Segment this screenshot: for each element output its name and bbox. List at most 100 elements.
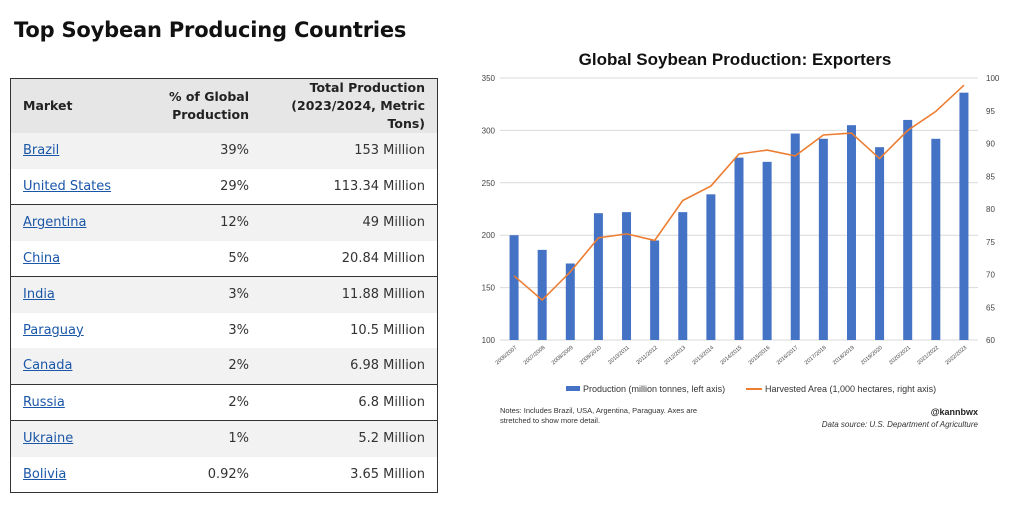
share-cell: 1% (147, 420, 261, 457)
header-share: % of Global Production (147, 79, 261, 133)
production-bar (593, 213, 603, 340)
chart-legend: Production (million tonnes, left axis) H… (566, 384, 936, 394)
legend-label-area: Harvested Area (1,000 hectares, right ax… (765, 384, 936, 394)
x-tick-label: 2011/2012 (635, 345, 658, 366)
share-cell: 0.92% (147, 456, 261, 492)
x-tick-label: 2022/2023 (944, 345, 968, 366)
production-bar (790, 133, 800, 340)
total-cell: 11.88 Million (261, 276, 437, 313)
left-tick-label: 150 (482, 284, 496, 293)
header-share-line2: Production (172, 107, 249, 122)
total-cell: 49 Million (261, 204, 437, 241)
x-tick-label: 2021/2022 (916, 345, 940, 366)
total-cell: 113.34 Million (261, 168, 437, 205)
production-bar (678, 212, 688, 340)
right-tick-label: 75 (986, 238, 995, 247)
production-bar (931, 138, 941, 340)
table-row: Argentina 12% 49 Million (11, 204, 437, 241)
x-tick-label: 2015/2016 (748, 345, 772, 366)
share-cell: 29% (147, 168, 261, 205)
table-row: Russia 2% 6.8 Million (11, 384, 437, 421)
x-tick-label: 2019/2020 (860, 345, 884, 366)
market-link-ukraine[interactable]: Ukraine (23, 431, 74, 447)
total-cell: 6.98 Million (261, 348, 437, 385)
header-total: Total Production (2023/2024, Metric Tons… (261, 79, 437, 133)
table-row: China 5% 20.84 Million (11, 240, 437, 277)
right-tick-label: 95 (986, 107, 995, 116)
share-cell: 3% (147, 276, 261, 313)
left-tick-label: 350 (482, 74, 496, 83)
right-axis-ticks: 60 65 70 75 80 85 90 95 100 (986, 74, 1000, 345)
left-axis-ticks: 100 150 200 250 300 350 (482, 74, 496, 345)
table-header-row: Market % of Global Production Total Prod… (11, 79, 437, 133)
notes-line1: Notes: Includes Brazil, USA, Argentina, … (500, 406, 697, 415)
production-bar (818, 138, 828, 340)
share-cell: 3% (147, 312, 261, 348)
page-title: Top Soybean Producing Countries (14, 18, 407, 42)
x-tick-label: 2006/2007 (495, 345, 519, 366)
production-bar (846, 125, 856, 340)
notes-line2: stretched to show more detail. (500, 416, 600, 425)
market-link-china[interactable]: China (23, 250, 61, 266)
table-row: United States 29% 113.34 Million (11, 168, 437, 205)
chart-source: Data source: U.S. Department of Agricult… (822, 420, 979, 429)
left-tick-label: 200 (482, 231, 496, 240)
production-bar (875, 147, 885, 340)
total-cell: 10.5 Million (261, 312, 437, 348)
x-tick-label: 2016/2017 (776, 345, 800, 366)
x-tick-label: 2010/2011 (607, 345, 630, 366)
chart-bars (509, 92, 969, 340)
market-link-bolivia[interactable]: Bolivia (23, 466, 67, 482)
harvested-area-line (513, 84, 965, 302)
right-tick-label: 85 (986, 172, 995, 181)
total-cell: 20.84 Million (261, 240, 437, 277)
table-row: Bolivia 0.92% 3.65 Million (11, 456, 437, 492)
market-link-argentina[interactable]: Argentina (23, 215, 87, 231)
right-tick-label: 100 (986, 74, 1000, 83)
production-bar (537, 249, 547, 340)
market-link-canada[interactable]: Canada (23, 358, 73, 374)
header-market: Market (11, 79, 147, 133)
total-cell: 5.2 Million (261, 420, 437, 457)
market-link-russia[interactable]: Russia (23, 394, 65, 410)
x-tick-label: 2017/2018 (804, 345, 828, 366)
x-tick-label: 2018/2019 (832, 345, 856, 366)
production-bar (565, 263, 575, 340)
left-tick-label: 250 (482, 179, 496, 188)
legend-swatch-production (566, 386, 580, 391)
production-bar (903, 119, 913, 340)
x-tick-label: 2012/2013 (663, 345, 687, 366)
production-bar (622, 212, 632, 340)
right-tick-label: 65 (986, 303, 995, 312)
market-link-brazil[interactable]: Brazil (23, 143, 60, 159)
table-row: Canada 2% 6.98 Million (11, 348, 437, 385)
share-cell: 2% (147, 384, 261, 421)
share-cell: 12% (147, 204, 261, 241)
share-cell: 5% (147, 240, 261, 277)
production-bar (959, 92, 969, 340)
header-share-line1: % of Global (168, 89, 249, 104)
x-tick-label: 2009/2010 (579, 345, 603, 366)
table-row: Brazil 39% 153 Million (11, 133, 437, 169)
total-cell: 3.65 Million (261, 456, 437, 492)
left-tick-label: 100 (482, 336, 496, 345)
x-tick-label: 2014/2015 (720, 345, 744, 366)
production-bar (650, 240, 660, 340)
chart-svg: Global Soybean Production: Exporters 100… (482, 50, 1000, 429)
chart-title: Global Soybean Production: Exporters (579, 50, 892, 69)
right-tick-label: 70 (986, 271, 995, 280)
total-cell: 153 Million (261, 133, 437, 169)
x-tick-label: 2007/2008 (523, 345, 547, 366)
x-tick-label: 2020/2021 (888, 345, 912, 366)
market-link-india[interactable]: India (23, 287, 55, 303)
share-cell: 39% (147, 133, 261, 169)
market-link-united-states[interactable]: United States (23, 178, 112, 194)
share-cell: 2% (147, 348, 261, 385)
left-tick-label: 300 (482, 126, 496, 135)
production-bar (706, 194, 716, 340)
market-link-paraguay[interactable]: Paraguay (23, 322, 84, 338)
production-bar (734, 157, 744, 340)
production-chart: Global Soybean Production: Exporters 100… (470, 40, 1010, 440)
header-total-line1: Total Production (309, 80, 425, 95)
chart-handle: @kannbwx (931, 407, 978, 417)
